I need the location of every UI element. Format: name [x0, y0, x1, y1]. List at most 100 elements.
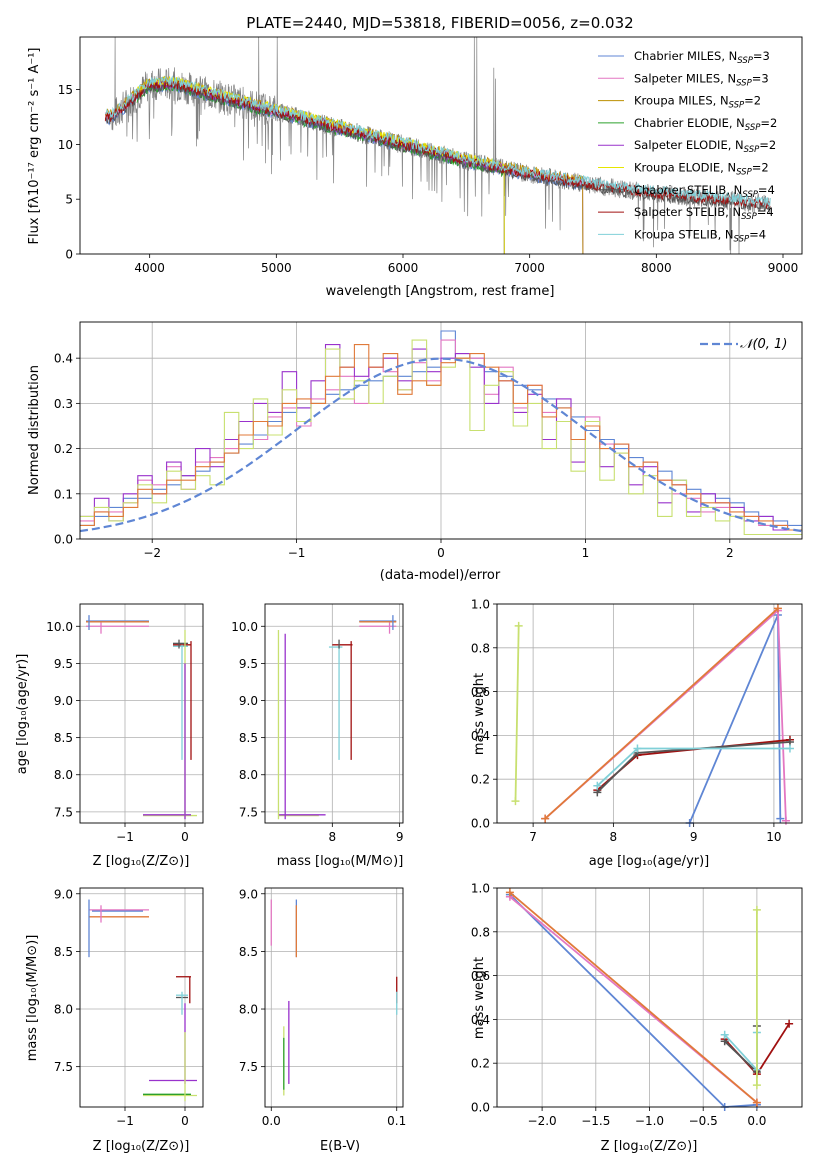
weight-marker-1-2: [781, 816, 790, 825]
weight_vs_Z-plot-area: [505, 888, 794, 1111]
histogram-series-4: [80, 344, 802, 531]
plot-frame: [79, 321, 803, 540]
plot-frame: [79, 887, 204, 1108]
y-tick-label-3: 0.3: [54, 397, 73, 411]
weight-vs-Z-panel: Z [log₁₀(Z/Z⊙)] mass weight −2.0 −1.5 −1.0…: [471, 882, 803, 1154]
legend-label-4: Salpeter ELODIE, NSSP=2: [634, 138, 776, 155]
x-tick-label-1: −1: [288, 546, 306, 560]
residuals-plot-area: [80, 330, 802, 536]
model-series-5: [136, 76, 505, 254]
y-tick-label-2: 8.5: [239, 731, 258, 745]
spectrum-panel: PLATE=2440, MJD=53818, FIBERID=0056, z=0…: [27, 14, 803, 299]
y-tick-label-5: 1.0: [471, 598, 490, 612]
y-tick-label-1: 0.2: [471, 773, 490, 787]
mass_vs_EBV-plot-area: [270, 899, 398, 1096]
spectrum-plot-area: [104, 37, 771, 254]
y-tick-label-1: 8.0: [54, 1003, 73, 1017]
x-tick-label-3: −0.5: [689, 1114, 718, 1128]
x-tick-label-1: 9: [396, 830, 404, 844]
weight-marker-5-0: [511, 797, 520, 806]
weight-marker-2-0: [505, 888, 514, 897]
x-tick-label-2: 6000: [388, 261, 419, 275]
y-tick-label-1: 8.0: [54, 768, 73, 782]
weight-vs-Z-xlabel: Z [log₁₀(Z/Z⊙)]: [601, 1139, 698, 1154]
x-tick-label-0: 0.0: [262, 1114, 281, 1128]
y-tick-label-4: 0.8: [471, 925, 490, 939]
residuals-ylabel: Normed distribution: [27, 365, 42, 495]
age-vs-Z-xlabel: Z [log₁₀(Z/Z⊙)]: [93, 854, 190, 869]
weight-marker-6-1: [773, 604, 782, 613]
x-tick-label-2: 9: [690, 830, 698, 844]
gaussian-curve: [80, 357, 802, 533]
x-tick-label-3: 7000: [514, 261, 545, 275]
y-tick-label-2: 0.4: [471, 1013, 490, 1027]
y-tick-label-4: 9.5: [239, 657, 258, 671]
spectrum-xlabel: wavelength [Angstrom, rest frame]: [326, 284, 555, 299]
y-tick-label-1: 0.1: [54, 487, 73, 501]
y-tick-label-2: 0.4: [471, 729, 490, 743]
x-tick-label-1: 0: [181, 1114, 189, 1128]
age_vs_Z-plot-area: [86, 615, 197, 820]
weight-vs-age-ylabel: mass weight: [472, 673, 487, 755]
x-tick-label-0: −1: [116, 830, 134, 844]
y-tick-label-2: 8.5: [54, 731, 73, 745]
plot-frame: [496, 603, 803, 824]
mass-vs-EBV-panel: E(B-V) 0.0 0.1 7.5 8.0 8.5 9.0: [239, 887, 406, 1154]
legend-label-5: Kroupa ELODIE, NSSP=2: [634, 161, 769, 178]
y-tick-label-5: 1.0: [471, 882, 490, 896]
mass-vs-Z-xlabel: Z [log₁₀(Z/Z⊙)]: [93, 1139, 190, 1154]
weight-series-2: [509, 891, 758, 1104]
y-tick-label-3: 15: [58, 83, 73, 97]
y-tick-label-1: 8.0: [239, 1003, 258, 1017]
x-tick-label-2: −1.0: [635, 1114, 664, 1128]
x-tick-label-0: −2: [143, 546, 161, 560]
weight-marker-4-2: [785, 744, 794, 753]
x-tick-label-0: −1: [116, 1114, 134, 1128]
weight-vs-Z-ylabel: mass weight: [472, 957, 487, 1039]
x-tick-label-1: 0: [181, 830, 189, 844]
weight-marker-6-0: [752, 1081, 761, 1090]
legend-label-0: Chabrier MILES, NSSP=3: [634, 49, 770, 66]
y-tick-label-3: 0.6: [471, 685, 490, 699]
y-tick-label-0: 7.5: [54, 1060, 73, 1074]
age-vs-mass-panel: mass [log₁₀(M/M⊙)] 8 9 7.5 8.0 8.5 9.0 9.5 10.0: [231, 603, 404, 869]
model-series-8: [105, 75, 771, 207]
mass-vs-Z-ylabel: mass [log₁₀(M/M⊙)]: [25, 935, 40, 1062]
age_vs_mass-plot-area: [277, 615, 397, 820]
x-tick-label-0: −2.0: [528, 1114, 557, 1128]
weight-vs-age-panel: age [log₁₀(age/yr)] mass weight 7 8 9 10 0.0…: [471, 598, 803, 869]
weight-series-6: [544, 607, 779, 820]
y-tick-label-1: 8.0: [239, 768, 258, 782]
x-tick-label-4: 2: [726, 546, 734, 560]
age-vs-Z-ylabel: age [log₁₀(age/yr)]: [15, 654, 30, 775]
weight-marker-4-1: [633, 744, 642, 753]
weight-marker-0-2: [776, 814, 785, 823]
y-tick-label-0: 7.5: [239, 805, 258, 819]
x-tick-label-1: 8: [610, 830, 618, 844]
spectrum-title: PLATE=2440, MJD=53818, FIBERID=0056, z=0…: [246, 14, 633, 32]
model-series-2: [104, 76, 584, 254]
x-tick-label-1: 0.1: [387, 1114, 406, 1128]
y-tick-label-5: 10.0: [231, 620, 258, 634]
y-tick-label-0: 7.5: [239, 1060, 258, 1074]
y-tick-label-0: 0.0: [471, 1101, 490, 1115]
legend-label-gaussian: 𝒩(0, 1): [740, 337, 787, 352]
weight-series-5: [514, 625, 520, 802]
legend-label-1: Salpeter MILES, NSSP=3: [634, 71, 769, 88]
weight_vs_age-plot-area: [511, 604, 794, 827]
plot-frame: [264, 603, 404, 824]
x-tick-label-3: 10: [766, 830, 781, 844]
model-series-4: [136, 78, 505, 254]
plot-frame: [496, 887, 803, 1108]
weight-vs-age-xlabel: age [log₁₀(age/yr)]: [589, 854, 710, 869]
y-tick-label-4: 0.8: [471, 641, 490, 655]
x-tick-label-4: 0.0: [747, 1114, 766, 1128]
model-series-3: [136, 81, 505, 254]
mass-vs-Z-panel: Z [log₁₀(Z/Z⊙)] mass [log₁₀(M/M⊙)] −1 0 7.…: [25, 887, 204, 1154]
x-tick-label-1: −1.5: [581, 1114, 610, 1128]
y-tick-label-4: 0.4: [54, 352, 73, 366]
y-tick-label-0: 0.0: [471, 817, 490, 831]
x-tick-label-1: 5000: [261, 261, 292, 275]
y-tick-label-2: 0.2: [54, 442, 73, 456]
